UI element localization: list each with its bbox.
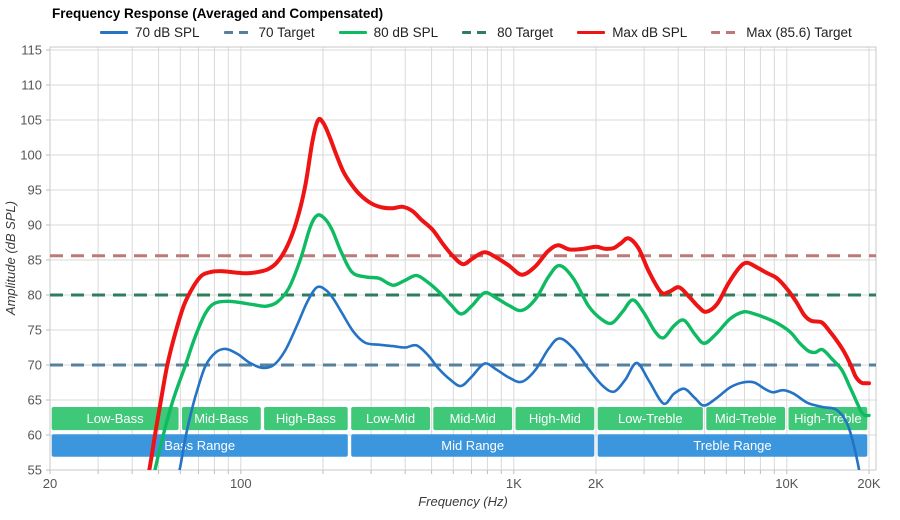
band-label: Mid-Treble xyxy=(715,411,777,426)
band-label: Treble Range xyxy=(693,438,771,453)
x-tick-label: 10K xyxy=(775,476,798,491)
y-tick-label: 115 xyxy=(21,43,42,58)
band-mid-treble: Mid-Treble xyxy=(706,407,786,431)
y-tick-label: 55 xyxy=(28,463,42,478)
x-tick-label: 2K xyxy=(588,476,604,491)
dashed-line-swatch-icon xyxy=(223,31,252,34)
band-label: Mid-Mid xyxy=(450,411,496,426)
legend-item-70-target[interactable]: 70 Target xyxy=(223,25,315,40)
y-axis-title: Amplitude (dB SPL) xyxy=(3,201,18,316)
legend-label: 70 Target xyxy=(258,25,315,40)
line-swatch-icon xyxy=(100,31,128,34)
dashed-line-swatch-icon xyxy=(711,31,740,34)
x-tick-label: 1K xyxy=(506,476,522,491)
plot-border xyxy=(49,46,877,471)
x-tick-label: 100 xyxy=(230,476,252,491)
legend-item-80-target[interactable]: 80 Target xyxy=(462,25,553,40)
legend-item-80-db-spl[interactable]: 80 dB SPL xyxy=(338,25,439,40)
curve-70-db-spl xyxy=(178,285,861,470)
legend-label: Max (85.6) Target xyxy=(746,25,852,40)
band-row-sub: Low-Bass Mid-Bass High-Bass Low-Mid Mid-Mid H… xyxy=(51,407,868,431)
y-tick-label: 110 xyxy=(21,78,42,93)
band-label: Low-Treble xyxy=(618,411,683,426)
y-tick-label: 105 xyxy=(20,113,42,128)
y-tick-label: 60 xyxy=(28,428,42,443)
line-swatch-icon xyxy=(338,31,367,34)
band-label: Low-Bass xyxy=(87,411,145,426)
band-low-treble: Low-Treble xyxy=(597,407,703,431)
chart-legend: 70 dB SPL 70 Target 80 dB SPL 80 Target Max … xyxy=(100,25,852,40)
x-axis-title: Frequency (Hz) xyxy=(418,494,508,509)
legend-item-max-db-spl[interactable]: Max dB SPL xyxy=(577,25,687,40)
band-high-treble: High-Treble xyxy=(788,407,868,431)
band-label: Bass Range xyxy=(164,438,235,453)
y-tick-label: 95 xyxy=(28,183,42,198)
dashed-line-swatch-icon xyxy=(462,31,491,34)
band-treble-range: Treble Range xyxy=(597,434,868,457)
band-mid-range: Mid Range xyxy=(351,434,595,457)
x-tick-label: 20 xyxy=(43,476,57,491)
band-row-main: Bass Range Mid Range Treble Range xyxy=(51,434,868,457)
y-tick-label: 80 xyxy=(28,288,42,303)
y-tick-label: 75 xyxy=(28,323,42,338)
band-label: Mid-Bass xyxy=(194,411,249,426)
curve-max-db-spl xyxy=(147,117,871,470)
legend-label: 70 dB SPL xyxy=(135,25,200,40)
y-tick-label: 100 xyxy=(20,148,42,163)
band-label: High-Treble xyxy=(794,411,861,426)
band-high-bass: High-Bass xyxy=(264,407,348,431)
band-mid-mid: Mid-Mid xyxy=(433,407,513,431)
y-tick-label: 65 xyxy=(28,393,42,408)
curve-80-db-spl xyxy=(153,213,871,470)
band-low-bass: Low-Bass xyxy=(51,407,179,431)
y-tick-label: 85 xyxy=(28,253,42,268)
axis-labels: 55 60 65 70 75 80 85 90 95 100 105 110 115 20 100 1K 2K 1… xyxy=(20,43,881,492)
band-high-mid: High-Mid xyxy=(515,407,595,431)
band-mid-bass: Mid-Bass xyxy=(182,407,261,431)
legend-label: Max dB SPL xyxy=(612,25,688,40)
y-tick-label: 70 xyxy=(28,358,42,373)
y-tick-label: 90 xyxy=(28,218,42,233)
legend-item-max-85-6-target[interactable]: Max (85.6) Target xyxy=(711,25,852,40)
legend-label: 80 dB SPL xyxy=(373,25,439,40)
curves xyxy=(147,117,871,470)
gridlines xyxy=(46,47,876,474)
legend-item-70-db-spl[interactable]: 70 dB SPL xyxy=(100,25,200,40)
band-label: High-Bass xyxy=(276,411,336,426)
band-bass-range: Bass Range xyxy=(51,434,348,457)
band-label: Low-Mid xyxy=(366,411,415,426)
band-label: Mid Range xyxy=(441,438,504,453)
band-label: High-Mid xyxy=(529,411,581,426)
legend-label: 80 Target xyxy=(497,25,554,40)
x-tick-label: 20K xyxy=(857,476,880,491)
chart-title: Frequency Response (Averaged and Compens… xyxy=(52,6,384,21)
band-low-mid: Low-Mid xyxy=(351,407,430,431)
line-swatch-icon xyxy=(577,31,606,34)
